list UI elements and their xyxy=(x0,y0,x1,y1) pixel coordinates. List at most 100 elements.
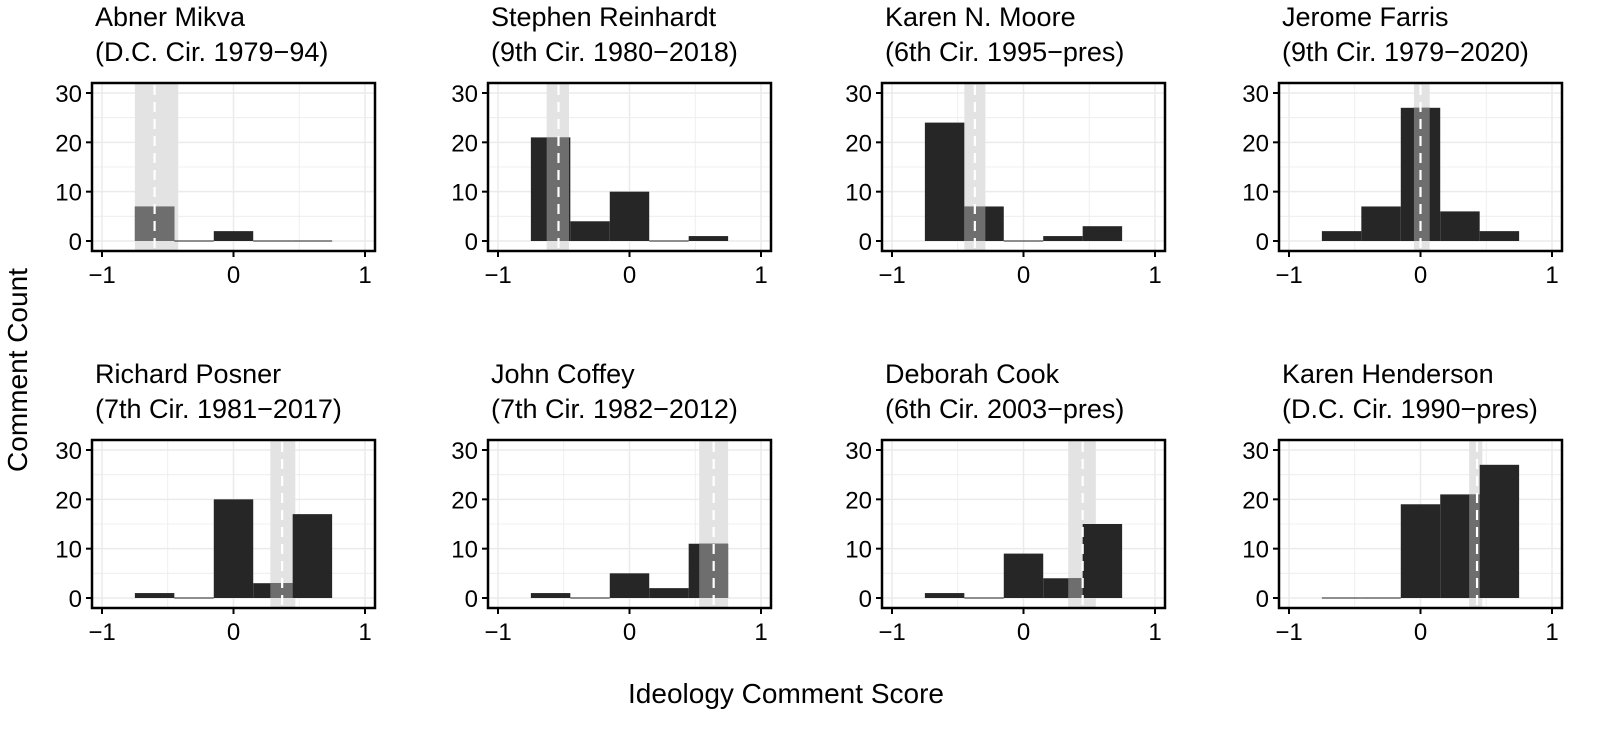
x-tick-label: 0 xyxy=(227,619,240,646)
histogram-bar xyxy=(1479,231,1520,241)
histogram-bar xyxy=(1321,231,1362,241)
y-tick-label: 0 xyxy=(465,586,478,613)
panel-4: Jerome Farris(9th Cir. 1979−2020)0102030… xyxy=(1242,2,1564,289)
y-tick-label: 20 xyxy=(55,130,82,157)
x-tick-label: 1 xyxy=(1148,262,1161,289)
histogram-bar xyxy=(1003,553,1044,598)
panel-title-circuit: (9th Cir. 1979−2020) xyxy=(1282,37,1529,67)
histogram-bar xyxy=(570,221,610,241)
y-tick-label: 10 xyxy=(845,537,872,564)
histogram-bar xyxy=(1043,236,1083,241)
histogram-bar xyxy=(292,514,333,598)
panel-3: Karen N. Moore(6th Cir. 1995−pres)010203… xyxy=(845,2,1167,289)
x-tick-label: −1 xyxy=(88,619,115,646)
histogram-bar xyxy=(134,593,175,598)
panel-title-name: Deborah Cook xyxy=(885,359,1060,389)
histogram-bar xyxy=(213,231,254,241)
panel-title-name: John Coffey xyxy=(491,359,635,389)
panel-2: Stephen Reinhardt (9th Cir. 1980−2018) 0 10… xyxy=(451,2,773,289)
histogram-bar xyxy=(924,122,965,241)
y-tick-label: 30 xyxy=(1242,438,1269,465)
histogram-bar xyxy=(688,236,729,241)
y-tick-label: 0 xyxy=(859,586,872,613)
y-tick-label: 20 xyxy=(845,487,872,514)
panel-title-circuit: (D.C. Cir. 1990−pres) xyxy=(1282,394,1538,424)
y-tick-label: 30 xyxy=(55,81,82,108)
x-tick-label: −1 xyxy=(484,619,511,646)
histogram-bar xyxy=(609,573,650,598)
panel-title-circuit: (6th Cir. 2003−pres) xyxy=(885,394,1124,424)
x-tick-label: −1 xyxy=(88,262,115,289)
panel-title-name: Stephen Reinhardt xyxy=(491,2,717,32)
panel-title-circuit: (D.C. Cir. 1979−94) xyxy=(95,37,328,67)
y-tick-label: 10 xyxy=(55,180,82,207)
histogram-bar xyxy=(609,191,650,241)
x-tick-label: 1 xyxy=(358,262,371,289)
x-tick-label: 0 xyxy=(1414,619,1427,646)
y-tick-label: 0 xyxy=(69,229,82,256)
panel-title-circuit: (6th Cir. 1995−pres) xyxy=(885,37,1124,67)
histogram-bar xyxy=(649,588,689,598)
x-tick-label: 0 xyxy=(1017,619,1030,646)
panel-title-name: Jerome Farris xyxy=(1282,2,1449,32)
histogram-bar xyxy=(530,593,571,598)
y-axis-title: Comment Count xyxy=(2,268,33,472)
x-tick-label: 0 xyxy=(1414,262,1427,289)
x-tick-label: 0 xyxy=(227,262,240,289)
y-tick-label: 0 xyxy=(859,229,872,256)
histogram-bar xyxy=(1479,464,1520,598)
y-tick-label: 20 xyxy=(451,130,478,157)
y-tick-label: 20 xyxy=(1242,130,1269,157)
y-tick-label: 10 xyxy=(845,180,872,207)
histogram-bar-overlap xyxy=(1469,494,1480,598)
histogram-bar xyxy=(213,499,254,598)
y-tick-label: 30 xyxy=(451,81,478,108)
y-tick-label: 10 xyxy=(451,537,478,564)
y-tick-label: 10 xyxy=(451,180,478,207)
histogram-bar xyxy=(1082,226,1123,241)
panel-5: Richard Posner(7th Cir. 1981−2017)010203… xyxy=(55,359,377,646)
histogram-bar-overlap xyxy=(1068,578,1083,598)
y-tick-label: 30 xyxy=(1242,81,1269,108)
histogram-bar-overlap xyxy=(1413,107,1430,241)
y-tick-label: 10 xyxy=(55,537,82,564)
histogram-bar xyxy=(924,593,965,598)
x-tick-label: −1 xyxy=(1275,619,1302,646)
histogram-bar xyxy=(1440,211,1480,241)
y-tick-label: 20 xyxy=(451,487,478,514)
x-tick-label: 1 xyxy=(1545,619,1558,646)
y-tick-label: 30 xyxy=(845,81,872,108)
x-tick-label: 0 xyxy=(623,619,636,646)
panel-title-name: Abner Mikva xyxy=(95,2,246,32)
y-tick-label: 20 xyxy=(1242,487,1269,514)
x-tick-label: 1 xyxy=(1545,262,1558,289)
histogram-bar xyxy=(1361,206,1401,241)
x-tick-label: −1 xyxy=(878,262,905,289)
y-tick-label: 0 xyxy=(69,586,82,613)
y-tick-label: 30 xyxy=(845,438,872,465)
histogram-bar xyxy=(1082,524,1123,598)
panel-title-name: Karen N. Moore xyxy=(885,2,1076,32)
histogram-bar-overlap xyxy=(270,583,293,598)
panel-title-circuit: (7th Cir. 1982−2012) xyxy=(491,394,738,424)
y-tick-label: 20 xyxy=(55,487,82,514)
x-tick-label: −1 xyxy=(878,619,905,646)
panel-title-name: Richard Posner xyxy=(95,359,281,389)
panel-8: Karen Henderson(D.C. Cir. 1990−pres)0102… xyxy=(1242,359,1564,646)
y-tick-label: 30 xyxy=(451,438,478,465)
x-tick-label: 0 xyxy=(623,262,636,289)
y-tick-label: 0 xyxy=(465,229,478,256)
x-tick-label: 1 xyxy=(1148,619,1161,646)
panel-6: John Coffey(7th Cir. 1982−2012)0102030−1… xyxy=(451,359,773,646)
x-tick-label: 1 xyxy=(754,619,767,646)
y-tick-label: 30 xyxy=(55,438,82,465)
histogram-bar xyxy=(1400,504,1441,598)
panel-title-circuit: (7th Cir. 1981−2017) xyxy=(95,394,342,424)
x-axis-title: Ideology Comment Score xyxy=(628,678,944,709)
x-tick-label: 1 xyxy=(358,619,371,646)
x-tick-label: −1 xyxy=(484,262,511,289)
y-tick-label: 0 xyxy=(1256,229,1269,256)
panel-title-circuit: (9th Cir. 1980−2018) xyxy=(491,37,738,67)
